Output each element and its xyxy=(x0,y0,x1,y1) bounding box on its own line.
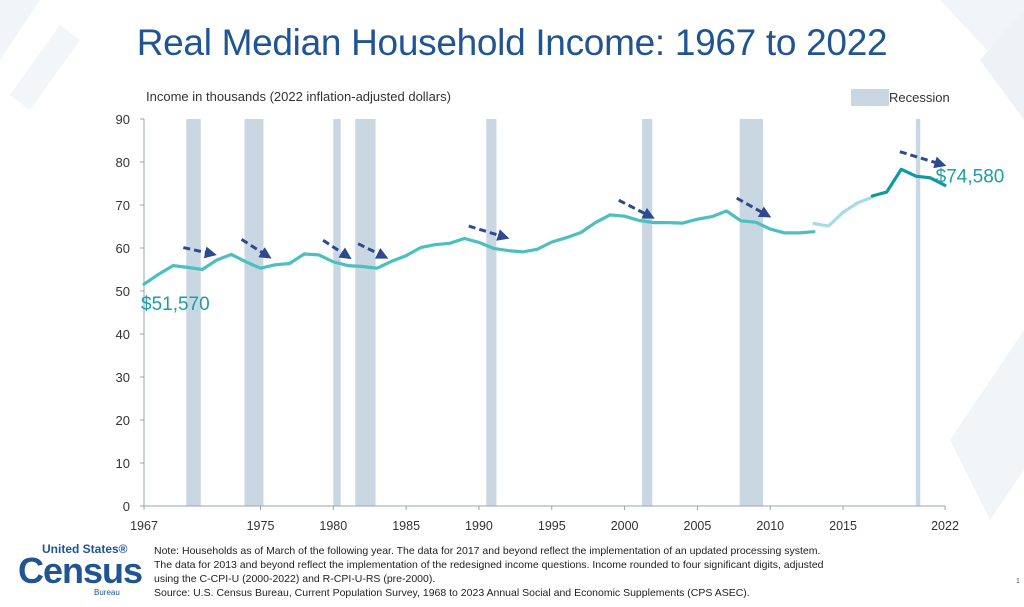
series-line-dark xyxy=(870,167,947,198)
end-value-label: $74,580 xyxy=(936,166,1005,187)
note-line: The data for 2013 and beyond reflect the… xyxy=(154,559,824,571)
x-tick-label: 1975 xyxy=(247,519,275,533)
y-tick-label: 0 xyxy=(123,499,130,514)
decline-arrow xyxy=(240,238,272,259)
series-line-main xyxy=(142,209,816,286)
x-tick-label: 2022 xyxy=(931,519,959,533)
page-number: 1 xyxy=(1016,578,1020,585)
recession-band xyxy=(333,119,341,506)
y-tick-label: 70 xyxy=(116,198,130,213)
legend: Recession xyxy=(851,89,950,106)
logo-main-text: Census xyxy=(18,550,143,591)
footnotes: Note: Households as of March of the foll… xyxy=(154,544,934,600)
decline-arrow xyxy=(182,246,217,259)
decline-arrow xyxy=(899,150,947,169)
recession-band xyxy=(355,119,376,506)
decline-arrow xyxy=(468,224,510,241)
recession-band xyxy=(244,119,264,506)
recession-band xyxy=(642,119,653,506)
decline-arrow xyxy=(618,198,655,219)
recession-band xyxy=(186,119,201,506)
y-tick-label: 90 xyxy=(116,112,130,127)
series-line-light xyxy=(812,195,874,228)
y-tick-label: 80 xyxy=(116,155,130,170)
x-tick-label: 1967 xyxy=(130,519,158,533)
x-tick-label: 1995 xyxy=(538,519,566,533)
y-tick-label: 20 xyxy=(116,413,130,428)
decline-arrow xyxy=(736,196,772,218)
source-line: Source: U.S. Census Bureau, Current Popu… xyxy=(154,587,750,599)
recession-band xyxy=(486,119,497,506)
y-tick-label: 50 xyxy=(116,284,130,299)
x-tick-label: 1990 xyxy=(465,519,493,533)
x-tick-label: 1980 xyxy=(319,519,347,533)
x-tick-label: 2005 xyxy=(684,519,712,533)
y-tick-label: 30 xyxy=(116,370,130,385)
logo-bureau-text: Bureau xyxy=(94,588,120,597)
start-value-label: $51,570 xyxy=(141,294,210,315)
recession-band xyxy=(739,119,763,506)
y-tick-label: 60 xyxy=(116,241,130,256)
y-tick-label: 40 xyxy=(116,327,130,342)
x-tick-label: 2010 xyxy=(756,519,784,533)
note-line: Note: Households as of March of the foll… xyxy=(154,545,821,557)
decline-arrow xyxy=(357,242,389,259)
legend-recession-swatch xyxy=(851,89,889,106)
y-tick-label: 10 xyxy=(116,456,130,471)
x-tick-label: 2000 xyxy=(611,519,639,533)
y-axis-title: Income in thousands (2022 inflation-adju… xyxy=(146,89,451,104)
note-line: using the C-CPI-U (2000-2022) and R-CPI-… xyxy=(154,573,436,585)
decline-arrow xyxy=(322,239,352,260)
legend-recession-label: Recession xyxy=(889,90,950,105)
x-tick-label: 1985 xyxy=(392,519,420,533)
page-title: Real Median Household Income: 1967 to 20… xyxy=(136,22,888,63)
x-tick-label: 2015 xyxy=(829,519,857,533)
logo-top-text: United States® xyxy=(42,542,128,556)
recession-band xyxy=(915,119,921,506)
